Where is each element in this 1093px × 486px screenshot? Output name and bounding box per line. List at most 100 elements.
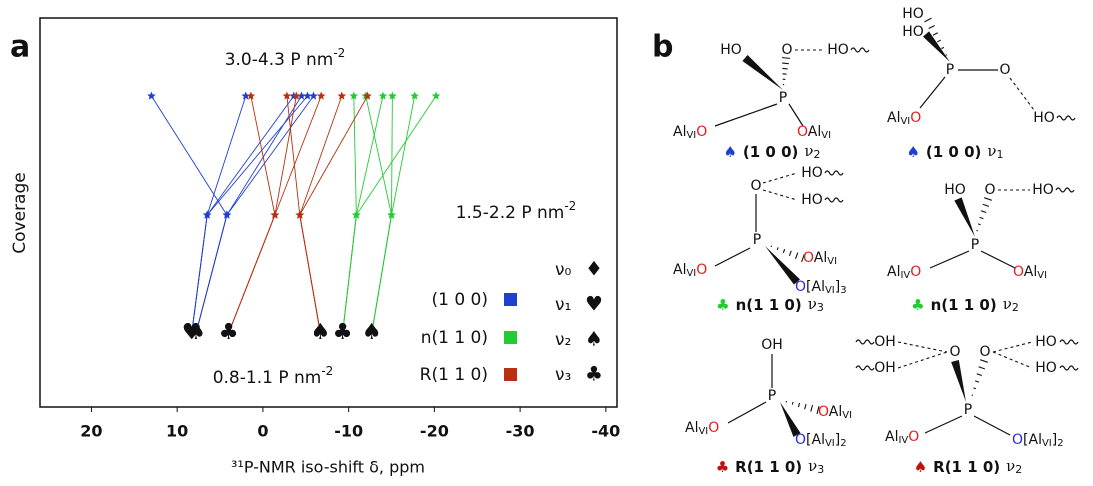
structure-caption: ♣ R(1 1 0) ν3 <box>716 457 825 476</box>
atom-text: O <box>1012 432 1023 448</box>
atom-label: HO <box>902 6 924 22</box>
structure-caption: ♠ (1 0 0) ν2 <box>723 142 820 161</box>
atom-text: P <box>753 232 761 248</box>
caption-symbol: ♠ <box>906 143 919 161</box>
hash-bond <box>973 387 977 390</box>
atom-text: O <box>696 124 707 140</box>
atom-text: O <box>910 110 921 126</box>
star-point <box>270 210 280 219</box>
caption-mode-index: 2 <box>1012 301 1019 314</box>
wavy-bond <box>1055 187 1075 193</box>
atom-label: P <box>946 62 954 78</box>
star-point <box>349 91 359 100</box>
atom-text: Al <box>829 404 842 420</box>
atom-text: VI <box>698 426 708 437</box>
bond <box>727 401 767 424</box>
trajectory-line <box>195 95 302 334</box>
mode-marker: ♥ <box>182 320 202 345</box>
atom-label: O <box>999 62 1010 78</box>
trajectory-line <box>342 95 384 334</box>
hash-bond <box>782 248 786 254</box>
atom-text: HO <box>1035 334 1057 350</box>
bond <box>929 250 970 269</box>
caption-surface: n(1 1 0) <box>736 296 802 314</box>
atom-label: O[AlVI]2 <box>795 432 847 449</box>
atom-text: HO <box>801 165 823 181</box>
hash-bond <box>816 405 820 415</box>
mode-symbol: ♣ <box>585 362 603 386</box>
legend-swatch <box>504 368 517 381</box>
caption-mode: ν <box>804 142 813 160</box>
mode-symbol: ♥ <box>585 292 603 316</box>
atom-label: OH <box>761 337 783 353</box>
atom-text: VI <box>821 130 831 141</box>
caption-symbol: ♠ <box>914 458 927 476</box>
wavy-bond <box>824 197 844 203</box>
caption-surface: (1 0 0) <box>743 143 798 161</box>
atom-text: Al <box>887 110 900 126</box>
atom-text: ] <box>835 432 840 448</box>
atom-text: OH <box>761 337 783 353</box>
hydrogen-bond <box>992 341 1033 353</box>
hash-bond <box>797 402 801 408</box>
wedge-bond <box>922 31 950 62</box>
atom-text: O <box>910 264 921 280</box>
mode-marker: ♠ <box>310 320 330 345</box>
atom-text: O <box>908 429 919 445</box>
atom-text: O <box>795 279 806 295</box>
atom-text: ] <box>1052 432 1057 448</box>
star-point <box>337 91 347 100</box>
mode-marker: ♣ <box>219 320 239 345</box>
atom-label: OH <box>874 360 896 376</box>
atom-text: VI <box>825 438 835 449</box>
atom-label: O <box>750 178 761 194</box>
caption-mode-index: 1 <box>997 148 1004 161</box>
hash-bond <box>978 366 985 370</box>
atom-text: VI <box>827 256 837 267</box>
atom-text: HO <box>720 42 742 58</box>
star-point <box>388 91 397 100</box>
atom-label: HO <box>902 24 924 40</box>
wavy-bond <box>855 365 875 371</box>
atom-text: O <box>979 344 990 360</box>
coverage-text: 3.0-4.3 P nm <box>225 50 334 70</box>
x-axis-label: ³¹P-NMR iso-shift δ, ppm <box>231 458 425 477</box>
atom-text: Al <box>814 250 827 266</box>
hash-bond <box>791 401 794 405</box>
atom-label: AlVIO <box>673 124 707 141</box>
atom-text: O <box>750 178 761 194</box>
atom-label: O[AlVI]3 <box>795 279 847 296</box>
atom-label: P <box>779 90 787 106</box>
trajectory-line <box>195 95 314 334</box>
x-tick-label: 10 <box>166 422 188 441</box>
atom-text: O <box>818 404 829 420</box>
wedge-bond <box>951 359 966 402</box>
star-point <box>202 210 212 219</box>
atom-text: O <box>949 344 960 360</box>
star-point <box>410 91 419 100</box>
hash-bond <box>776 247 779 251</box>
bond <box>714 103 778 127</box>
atom-text: VI <box>842 410 852 421</box>
atom-label: O[AlVI]2 <box>1012 432 1064 449</box>
star-point <box>297 91 306 100</box>
y-axis-label: Coverage <box>10 172 30 253</box>
atom-text: OH <box>874 360 896 376</box>
atom-label: OAlVI <box>797 124 831 141</box>
hash-bond <box>932 32 938 36</box>
mode-marker: ♠ <box>362 320 382 345</box>
trajectory-line <box>228 95 297 334</box>
caption-symbol: ♣ <box>911 296 924 314</box>
atom-text: ] <box>835 279 840 295</box>
x-tick-label: 0 <box>257 422 268 441</box>
star-point <box>352 210 361 219</box>
legend-label: n(1 1 0) <box>421 328 488 348</box>
atom-text: Al <box>887 264 900 280</box>
bond <box>919 76 946 109</box>
star-point <box>246 91 256 100</box>
atom-label: OH <box>874 334 896 350</box>
caption-surface: R(1 1 0) <box>933 458 1000 476</box>
atom-text: P <box>779 90 787 106</box>
atom-text: HO <box>827 42 849 58</box>
